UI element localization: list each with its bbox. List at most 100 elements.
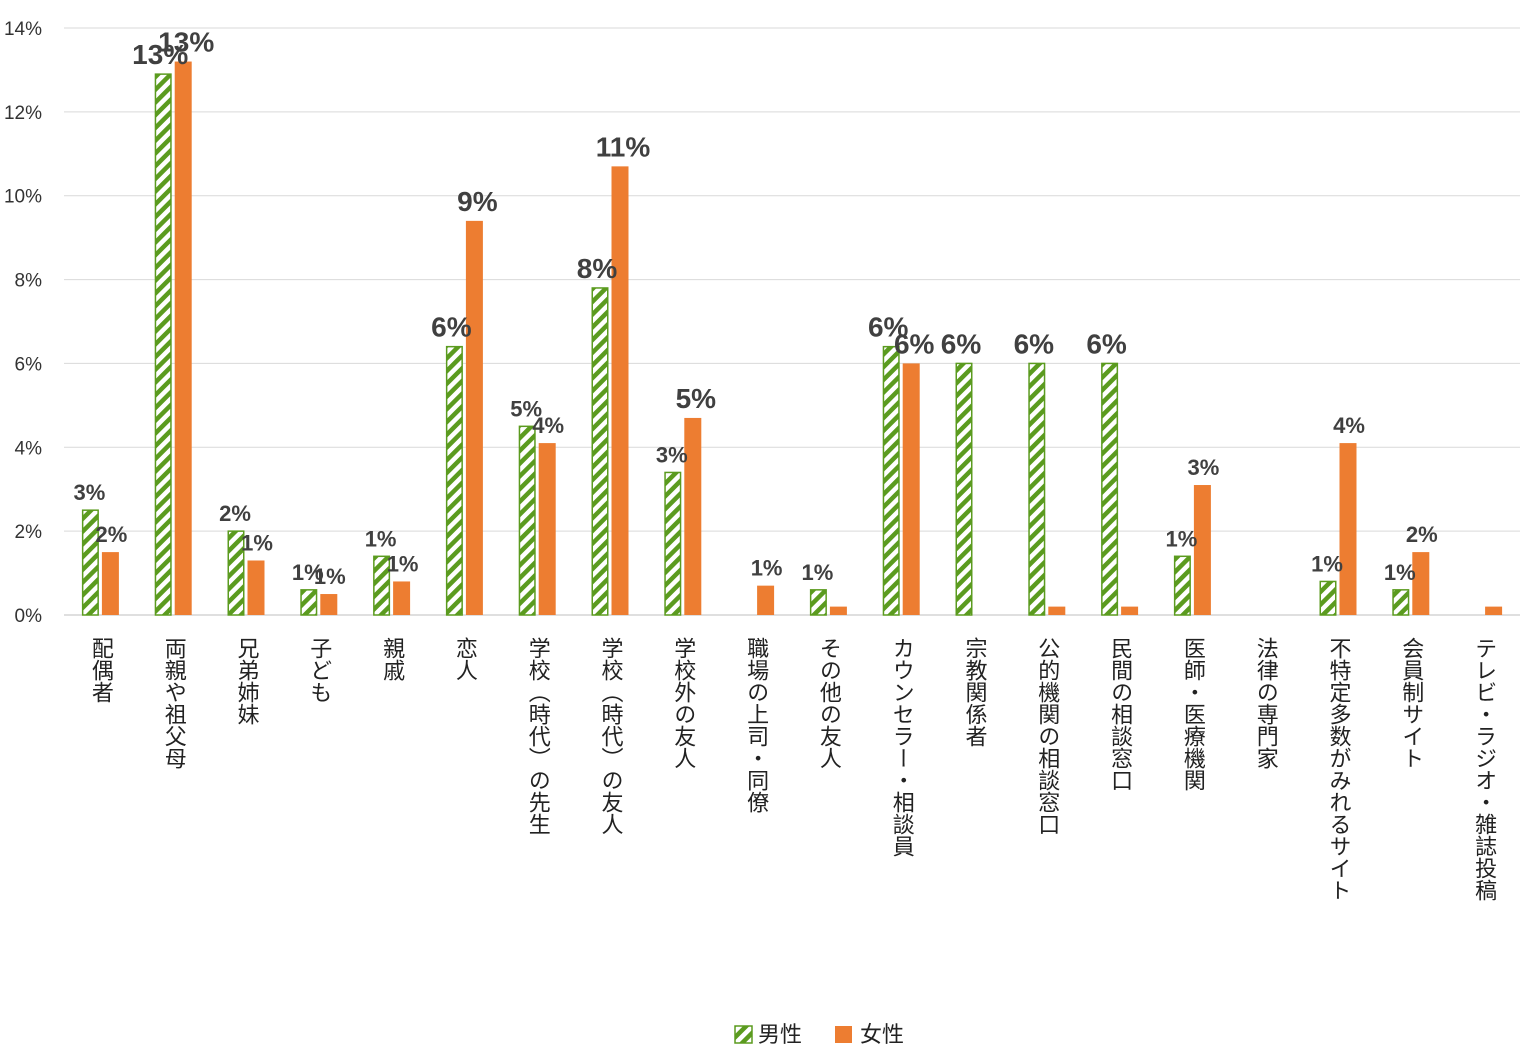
bar-female — [320, 594, 338, 615]
legend: 男性 女性 — [734, 1023, 904, 1048]
legend-female-swatch — [835, 1026, 852, 1043]
data-label-female: 4% — [1333, 413, 1365, 438]
bar-female — [538, 443, 556, 615]
bar-male — [1173, 555, 1191, 616]
bar-male — [1101, 362, 1119, 616]
y-tick-label: 12% — [4, 103, 42, 124]
data-label-female: 5% — [676, 383, 717, 414]
category-label: 民間の相談窓口 — [1107, 637, 1133, 791]
bar-male — [518, 425, 536, 616]
data-label-female: 13% — [158, 27, 214, 58]
bar-male — [154, 73, 172, 616]
y-tick-label: 0% — [15, 606, 43, 627]
bar-female — [611, 166, 629, 615]
data-label-female: 1% — [751, 556, 783, 581]
bar-female — [1485, 606, 1503, 615]
y-tick-label: 14% — [4, 19, 42, 40]
category-label: 配偶者 — [88, 637, 114, 703]
category-labels: 配偶者 両親や祖父母 兄弟姉妹 子ども 親戚 恋人 学校（時代）の先生 学校（時代）の友人 学校… — [88, 637, 1497, 901]
data-label-male: 5% — [510, 396, 542, 421]
data-label-male: 6% — [1086, 328, 1127, 359]
bar-male — [664, 471, 682, 616]
data-label-female: 1% — [241, 530, 273, 555]
data-label-male: 1% — [802, 560, 834, 585]
data-label-female: 6% — [894, 328, 935, 359]
data-label-male: 8% — [577, 253, 618, 284]
data-label-female: 1% — [387, 551, 419, 576]
data-label-male: 1% — [1166, 526, 1198, 551]
data-label-female: 9% — [457, 186, 498, 217]
data-labels: 3%2%13%13%2%1%1%1%1%1%6%9%5%4%8%11%3%5%1… — [74, 27, 1438, 589]
bar-male — [373, 555, 391, 616]
data-label-female: 2% — [1406, 522, 1438, 547]
data-label-female: 4% — [532, 413, 564, 438]
bar-male — [809, 589, 827, 616]
bar-female — [1048, 606, 1066, 615]
bar-female — [101, 552, 119, 615]
category-label: 恋人 — [452, 637, 478, 681]
data-label-male: 1% — [292, 560, 324, 585]
bar-female — [684, 417, 702, 615]
data-label-male: 3% — [656, 442, 688, 467]
y-tick-label: 8% — [15, 271, 43, 292]
bars — [81, 61, 1503, 616]
legend-male-swatch — [734, 1025, 753, 1044]
data-label-female: 1% — [314, 564, 346, 589]
legend-male-label: 男性 — [758, 1023, 802, 1048]
category-label: 兄弟姉妹 — [234, 637, 260, 725]
bar-male — [591, 287, 609, 616]
bar-female — [1339, 443, 1357, 615]
bar-female — [902, 363, 920, 615]
category-label: 子ども — [306, 637, 331, 703]
data-label-male: 1% — [1311, 551, 1343, 576]
bar-male — [1319, 580, 1337, 616]
bar-female — [1412, 552, 1430, 615]
category-label: 医師・医療機関 — [1180, 637, 1206, 791]
bar-female — [174, 61, 192, 616]
category-label: カウンセラー・相談員 — [889, 637, 915, 857]
category-label: 両親や祖父母 — [161, 637, 187, 769]
data-label-male: 6% — [941, 328, 982, 359]
data-label-male: 13% — [132, 39, 188, 70]
bar-male — [882, 345, 900, 616]
bar-female — [1121, 606, 1139, 615]
data-label-female: 3% — [1188, 455, 1220, 480]
bar-female — [247, 560, 265, 615]
bar-female — [829, 606, 847, 615]
data-label-male: 6% — [1014, 328, 1055, 359]
category-label: 不特定多数がみれるサイト — [1326, 637, 1352, 901]
category-label: 学校（時代）の先生 — [525, 637, 551, 835]
bar-female — [1193, 485, 1211, 615]
bar-male — [955, 362, 973, 616]
data-label-male: 2% — [219, 501, 251, 526]
bar-male — [1392, 589, 1410, 616]
data-label-female: 11% — [596, 131, 651, 162]
category-label: 学校外の友人 — [670, 637, 696, 769]
y-tick-label: 6% — [15, 354, 43, 375]
category-label: 会員制サイト — [1398, 637, 1424, 769]
bar-male — [81, 509, 99, 616]
category-label: その他の友人 — [816, 637, 842, 769]
bar-female — [465, 220, 483, 615]
category-label: 親戚 — [379, 637, 405, 681]
data-label-male: 6% — [868, 312, 909, 343]
bar-male — [300, 589, 318, 616]
data-label-male: 6% — [431, 312, 472, 343]
category-label: 職場の上司・同僚 — [743, 637, 769, 813]
category-label: 公的機関の相談窓口 — [1034, 637, 1060, 835]
bar-female — [757, 585, 775, 615]
category-label: 法律の専門家 — [1253, 637, 1279, 769]
bar-female — [393, 581, 411, 615]
y-tick-label: 10% — [4, 187, 42, 208]
category-label: テレビ・ラジオ・雑誌投稿 — [1471, 637, 1497, 901]
y-tick-label: 2% — [15, 522, 43, 543]
y-tick-label: 4% — [15, 438, 43, 459]
data-label-male: 3% — [74, 480, 106, 505]
bar-male — [445, 345, 463, 616]
data-label-female: 2% — [96, 522, 128, 547]
data-label-male: 1% — [1384, 560, 1416, 585]
y-axis: 0% 2% 4% 6% 8% 10% 12% 14% — [4, 19, 42, 627]
data-label-male: 1% — [365, 526, 397, 551]
bar-male — [1028, 362, 1046, 616]
